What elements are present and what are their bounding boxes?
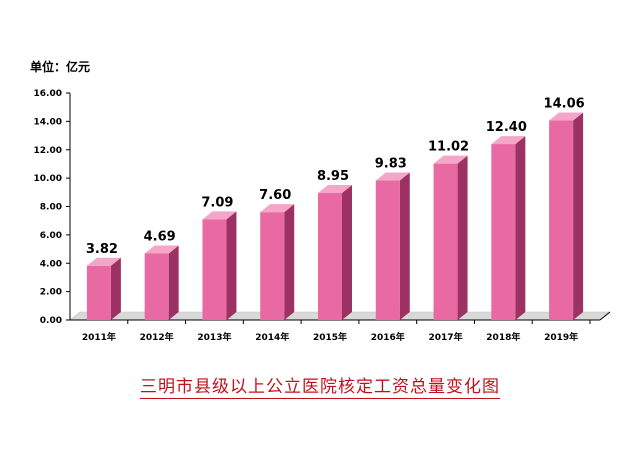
bar-top xyxy=(433,155,468,164)
bar-side xyxy=(342,185,352,320)
bar xyxy=(491,144,516,320)
data-label: 14.06 xyxy=(544,97,585,112)
bar-side xyxy=(110,257,121,320)
y-tick-label: 14.00 xyxy=(34,117,62,127)
x-tick-label: 2016年 xyxy=(371,331,405,343)
x-tick-label: 2019年 xyxy=(544,331,578,343)
bar xyxy=(318,193,342,320)
x-tick-label: 2018年 xyxy=(486,331,520,343)
bar xyxy=(86,265,111,320)
x-tick-label: 2014年 xyxy=(255,331,289,343)
bar-top xyxy=(318,185,352,194)
bar xyxy=(375,180,400,320)
x-axis-depth xyxy=(599,311,611,321)
data-label: 7.09 xyxy=(201,195,233,210)
bar xyxy=(549,120,574,321)
bar-top xyxy=(260,204,295,213)
y-tick-label: 6.00 xyxy=(40,231,62,241)
bar-side xyxy=(457,155,468,320)
y-tick-label: 8.00 xyxy=(40,203,62,213)
y-tick-label: 4.00 xyxy=(40,259,62,269)
bar-top xyxy=(491,136,526,145)
data-label: 7.60 xyxy=(259,188,291,203)
data-label: 3.82 xyxy=(86,242,118,257)
y-tick-label: 2.00 xyxy=(40,288,62,298)
bar-side xyxy=(515,136,526,320)
bar-side xyxy=(284,204,295,320)
x-tick-label: 2015年 xyxy=(313,331,347,343)
bar-top xyxy=(202,211,237,220)
x-tick-label: 2013年 xyxy=(197,331,231,343)
y-tick-label: 12.00 xyxy=(34,146,62,156)
bar xyxy=(433,163,458,320)
data-label: 11.02 xyxy=(428,140,469,155)
data-label: 4.69 xyxy=(144,229,176,244)
y-tick-label: 10.00 xyxy=(34,174,62,184)
bar xyxy=(260,212,285,320)
data-label: 9.83 xyxy=(375,157,407,172)
bar-side xyxy=(573,112,584,321)
data-label: 12.40 xyxy=(486,120,527,135)
x-tick-label: 2017年 xyxy=(429,331,463,343)
bar-side xyxy=(226,211,237,320)
y-tick-label: 0.00 xyxy=(40,316,62,326)
data-label: 8.95 xyxy=(317,169,349,184)
x-tick-label: 2012年 xyxy=(140,331,174,343)
bar-top xyxy=(144,245,179,254)
bar xyxy=(202,219,227,320)
y-tick-label: 16.00 xyxy=(34,89,62,99)
bar-side xyxy=(399,172,410,320)
bar-top xyxy=(86,257,121,266)
chart-title: 三明市县级以上公立医院核定工资总量变化图 xyxy=(140,377,500,399)
bar xyxy=(144,253,169,320)
bar-side xyxy=(168,245,179,320)
x-tick-label: 2011年 xyxy=(82,331,116,343)
bar-top xyxy=(549,112,584,121)
unit-label: 单位：亿元 xyxy=(30,60,91,74)
bar-top xyxy=(375,172,410,181)
